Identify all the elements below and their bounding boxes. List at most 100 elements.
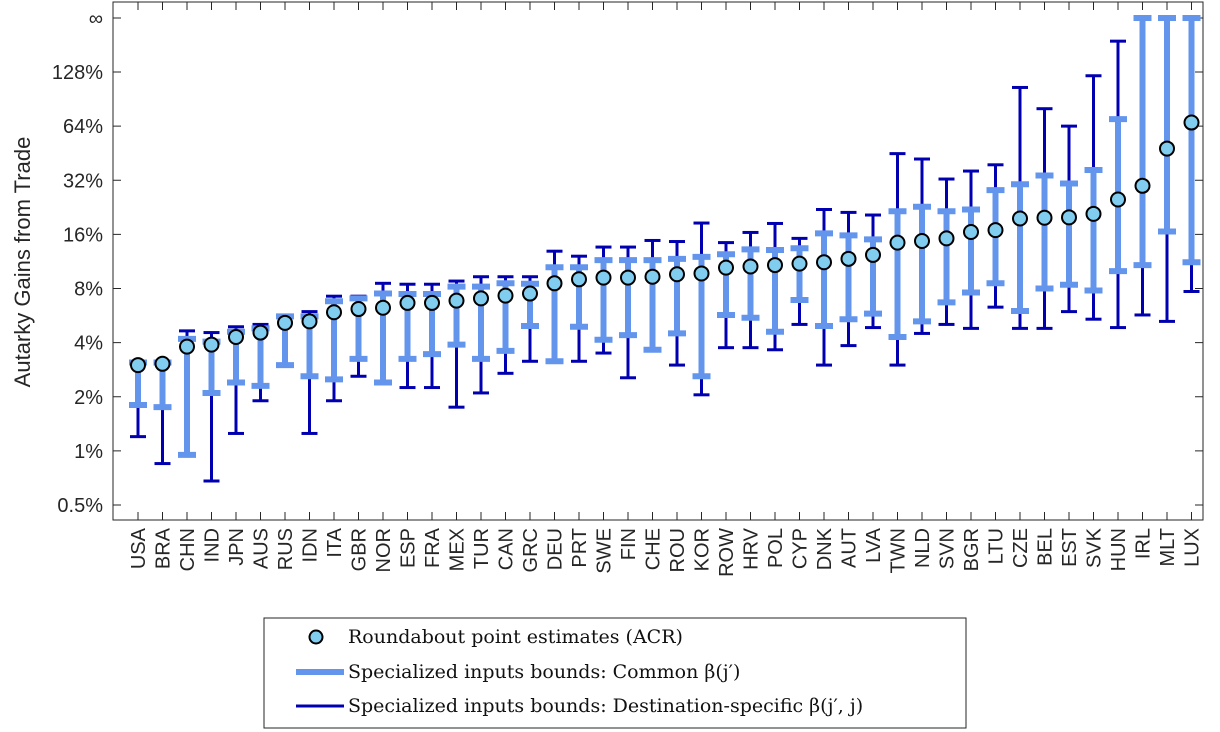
point-estimate	[938, 230, 955, 247]
x-tick-label: ROW	[716, 528, 738, 577]
legend-box	[263, 617, 967, 729]
point-estimate	[620, 269, 636, 286]
x-tick-label: DNK	[814, 527, 836, 570]
x-tick-label: ESP	[398, 528, 420, 568]
point-estimate	[840, 250, 857, 267]
x-tick-label: MLT	[1157, 528, 1179, 567]
point-estimate	[1012, 210, 1028, 227]
y-tick-label: 64%	[63, 116, 103, 138]
point-estimate	[1061, 209, 1077, 226]
x-tick-label: PRT	[569, 528, 591, 568]
point-estimate	[154, 355, 171, 372]
legend-label-common: Specialized inputs bounds: Common β(j′)	[348, 661, 740, 683]
x-tick-label: CHE	[643, 528, 665, 570]
x-tick-label: BRA	[153, 527, 175, 569]
x-tick-label: IDN	[300, 528, 322, 562]
y-tick-label: 16%	[63, 224, 103, 246]
x-tick-label: NOR	[373, 528, 395, 572]
point-estimate	[326, 304, 342, 321]
point-estimate	[644, 268, 661, 285]
point-estimate	[791, 255, 808, 272]
x-tick-label: GRC	[520, 528, 542, 572]
x-tick-labels: USA BRA CHN IND JPN AUS RUS IDN ITA GBR NOR ESP FRA M…	[128, 527, 1204, 577]
y-tick-label: 8%	[74, 279, 103, 301]
x-tick-label: AUT	[839, 528, 861, 568]
point-estimate	[252, 324, 269, 341]
y-tick-label: 0.5%	[57, 495, 103, 517]
x-tick-label: KOR	[692, 528, 714, 571]
point-estimate	[497, 287, 514, 304]
x-tick-label: LVA	[863, 527, 885, 562]
point-estimate	[914, 232, 930, 249]
point-estimate	[1085, 205, 1102, 222]
y-tick-label: 128%	[52, 62, 103, 84]
x-tick-label: IND	[202, 528, 224, 562]
y-tick-label: 2%	[74, 387, 103, 409]
point-estimate	[718, 259, 734, 276]
point-estimate	[669, 266, 685, 283]
point-estimate	[228, 328, 244, 345]
point-estimate	[301, 313, 318, 330]
x-tick-label: TWN	[888, 528, 910, 574]
x-tick-label: CYP	[790, 528, 812, 569]
point-estimate	[693, 265, 710, 282]
x-tick-label: NLD	[912, 528, 934, 568]
x-tick-label: AUS	[251, 528, 273, 569]
point-estimate	[987, 222, 1004, 239]
x-tick-label: USA	[128, 527, 150, 569]
x-tick-label: IRL	[1133, 528, 1155, 559]
point-estimate	[571, 271, 587, 288]
x-tick-label: EST	[1059, 528, 1081, 567]
point-estimate	[375, 299, 391, 316]
point-estimate	[448, 292, 465, 309]
point-estimate	[742, 258, 759, 275]
point-estimate	[595, 269, 612, 286]
point-estimates	[130, 114, 1200, 374]
legend-marker-point	[308, 629, 324, 645]
point-estimate	[889, 234, 906, 251]
x-tick-label: CAN	[496, 528, 518, 570]
legend-label-point: Roundabout point estimates (ACR)	[348, 626, 683, 648]
point-estimate	[816, 254, 832, 271]
point-estimate	[130, 357, 146, 374]
x-tick-label: LTU	[986, 528, 1008, 564]
y-tick-label: 1%	[74, 441, 103, 463]
point-estimate	[1183, 114, 1200, 131]
legend-label-destination: Specialized inputs bounds: Destination-s…	[348, 695, 863, 717]
x-tick-label: CZE	[1010, 528, 1032, 568]
x-tick-label: MEX	[447, 528, 469, 571]
legend: Roundabout point estimates (ACR) Special…	[263, 617, 967, 729]
point-estimate	[473, 290, 489, 307]
point-estimate	[546, 275, 563, 292]
x-tick-label: TUR	[471, 528, 493, 569]
point-estimate	[767, 257, 783, 274]
y-axis-label: Autarky Gains from Trade	[10, 137, 35, 388]
axis-ticks	[113, 2, 1203, 520]
point-estimate	[522, 285, 538, 302]
x-tick-label: CHN	[177, 528, 199, 571]
x-tick-label: FRA	[422, 527, 444, 568]
point-estimate	[865, 246, 881, 263]
x-tick-label: DEU	[545, 528, 567, 570]
x-tick-label: SVK	[1084, 527, 1106, 568]
y-tick-label: 4%	[74, 333, 103, 355]
point-estimate	[203, 336, 220, 353]
x-tick-label: JPN	[226, 528, 248, 566]
x-tick-label: BEL	[1035, 528, 1057, 566]
x-tick-label: BGR	[961, 528, 983, 571]
point-estimate	[963, 223, 979, 240]
x-tick-label: RUS	[275, 528, 297, 570]
point-estimate	[277, 314, 293, 331]
point-estimate	[1134, 177, 1151, 194]
x-tick-label: GBR	[349, 528, 371, 571]
x-tick-label: LUX	[1182, 528, 1204, 567]
x-tick-label: HUN	[1108, 528, 1130, 571]
x-tick-label: SVN	[937, 528, 959, 569]
y-tick-label: ∞	[89, 8, 103, 30]
x-tick-label: HRV	[741, 527, 763, 570]
point-estimate	[399, 294, 416, 311]
point-estimate	[1159, 140, 1175, 157]
point-estimate	[424, 294, 440, 311]
x-tick-label: POL	[765, 528, 787, 568]
